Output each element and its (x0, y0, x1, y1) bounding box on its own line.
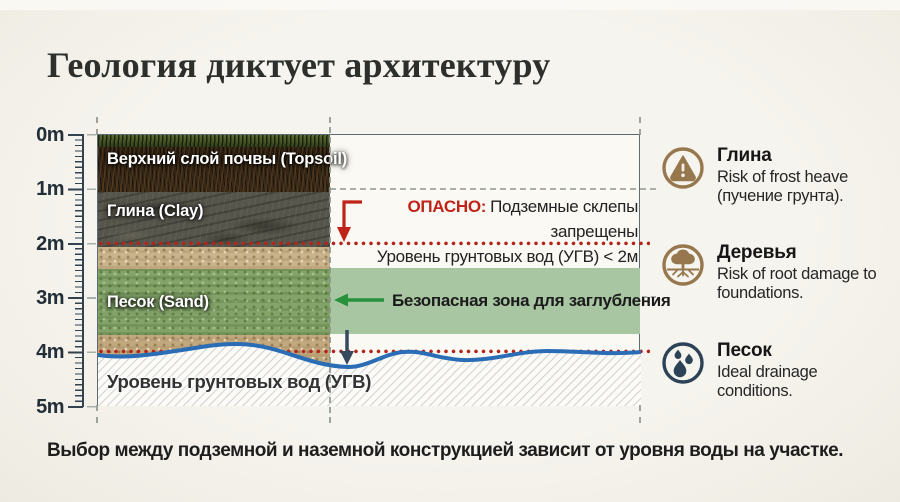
frame-mark-bottom-right (639, 405, 641, 423)
sand-label: Песок (Sand) (107, 293, 209, 311)
water-level-arrow-icon (340, 330, 354, 365)
ruler-major-ticks (68, 134, 83, 408)
groundwater-hatch-area (98, 344, 641, 406)
legend-desc-sand: Ideal drainage conditions. (717, 363, 818, 401)
danger-prefix: ОПАСНО: (407, 197, 487, 216)
section-divider-dashed (329, 117, 331, 423)
danger-note: ОПАСНО: Подземные склепы запрещены Уровен… (358, 194, 639, 269)
caption: Выбор между подземной и наземной констру… (47, 440, 844, 461)
page-title: Геология диктует архитектуру (47, 45, 551, 85)
danger-arrow-icon (337, 200, 362, 242)
warning-triangle-icon (662, 147, 704, 189)
ruler-label-2m: 2m (36, 233, 64, 255)
groundwater-label: Уровень грунтовых вод (УГВ) (107, 371, 372, 392)
danger-line1-text: Подземные склепы запрещены (490, 197, 638, 241)
clay-layer (98, 192, 330, 247)
grass-layer (98, 135, 330, 147)
ruler-label-0m: 0m (36, 124, 64, 146)
legend-desc-clay: Risk of frost heave (пучение грунта). (717, 168, 848, 206)
legend-item-clay: Глина Risk of frost heave (пучение грунт… (660, 145, 896, 207)
legend-title-sand: Песок (717, 340, 772, 361)
clay-label: Глина (Clay) (107, 202, 204, 220)
legend-item-trees: Деревья Risk of root damage to foundatio… (660, 242, 896, 304)
tree-roots-icon (662, 244, 704, 286)
danger-line1: ОПАСНО: Подземные склепы запрещены (358, 194, 638, 244)
sand-layer-upper (98, 247, 330, 269)
water-drops-icon (662, 342, 704, 384)
frame-mark-top-right (639, 117, 641, 135)
legend-item-sand: Песок Ideal drainage conditions. (660, 340, 896, 402)
ruler-label-3m: 3m (36, 287, 64, 309)
danger-line2-text: Уровень грунтовых вод (УГВ) < 2м (376, 247, 639, 266)
legend-title-trees: Деревья (717, 242, 797, 263)
water-line (98, 342, 641, 370)
ruler-label-1m: 1m (36, 178, 64, 200)
ruler-label-4m: 4m (36, 341, 64, 363)
legend-desc-trees: Risk of root damage to foundations. (717, 265, 877, 303)
gridline-1m (330, 188, 656, 190)
ruler-label-5m: 5m (36, 396, 64, 418)
sand-layer-green-tinted (98, 269, 330, 335)
topsoil-label: Верхний слой почвы (Topsoil) (107, 150, 348, 168)
legend-title-clay: Глина (717, 145, 772, 166)
frame-mark-bottom-left (96, 405, 98, 423)
topsoil-layer (98, 147, 330, 192)
danger-dotted-line-2m (98, 241, 650, 246)
gridline-3m-stub (642, 296, 656, 298)
water-table-wave (98, 342, 641, 406)
ruler-connector-dashes (87, 134, 96, 408)
ruler-spine (82, 134, 84, 407)
danger-dotted-line-4m (98, 349, 650, 354)
safe-zone-arrow-icon (334, 293, 384, 307)
frame-mark-top-left (96, 117, 98, 135)
safe-zone-label: Безопасная зона для заглубления (392, 291, 671, 310)
